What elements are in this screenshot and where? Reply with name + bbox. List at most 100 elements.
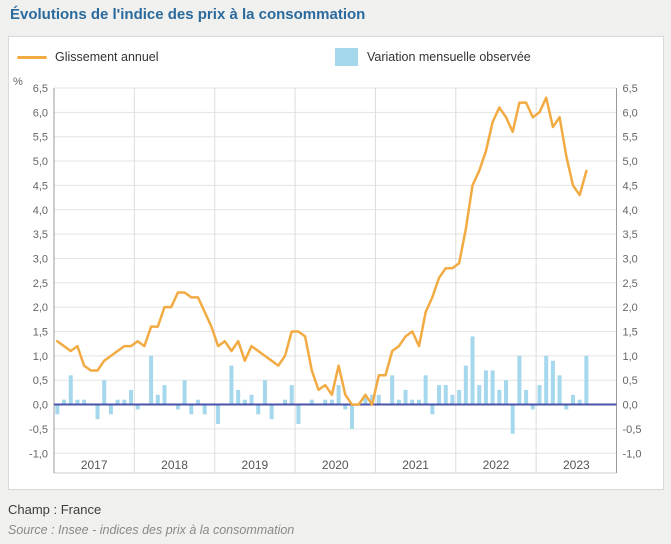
x-axis-year-label: 2019 (242, 458, 269, 472)
monthly-variation-bar (323, 399, 328, 405)
monthly-variation-bar (517, 355, 522, 405)
monthly-variation-bar (443, 385, 448, 405)
monthly-variation-bar (416, 399, 421, 405)
monthly-variation-bar (175, 404, 180, 410)
monthly-variation-bar (195, 399, 200, 405)
monthly-variation-bar (450, 394, 455, 405)
x-axis-year-label: 2021 (402, 458, 429, 472)
annual-inflation-line (56, 96, 588, 406)
monthly-variation-bar (564, 404, 569, 410)
y-axis-label-right: -1,0 (623, 448, 642, 460)
y-axis-label-left: 6,5 (33, 83, 48, 95)
monthly-variation-bar (155, 394, 160, 405)
unit-label: % (13, 76, 23, 88)
monthly-variation-bar (115, 399, 120, 405)
monthly-variation-bar (122, 399, 127, 405)
monthly-variation-bar (577, 399, 582, 405)
legend-item-variation-mensuelle[interactable]: Variation mensuelle observée (335, 46, 531, 68)
monthly-variation-bar (289, 385, 294, 405)
monthly-variation-bar (470, 336, 475, 405)
y-axis-label-right: 2,5 (623, 278, 638, 290)
monthly-variation-bar (189, 404, 194, 415)
y-axis-label-right: 1,0 (623, 351, 638, 363)
monthly-variation-bar (570, 394, 575, 405)
y-axis-label-left: 3,5 (33, 229, 48, 241)
monthly-variation-bar (249, 394, 254, 405)
y-axis-label-right: 6,5 (623, 83, 638, 95)
y-axis-label-left: 2,5 (33, 278, 48, 290)
monthly-variation-bar (182, 380, 187, 405)
monthly-variation-bar (343, 404, 348, 410)
x-axis-year-label: 2022 (483, 458, 510, 472)
monthly-variation-bar (396, 399, 401, 405)
y-axis-label-left: -1,0 (29, 448, 48, 460)
monthly-variation-bar (584, 355, 589, 405)
monthly-variation-bar (262, 380, 267, 405)
chart-panel: Glissement annuel Variation mensuelle ob… (8, 36, 664, 490)
monthly-variation-bar (149, 355, 154, 405)
monthly-variation-bar (477, 385, 482, 405)
y-axis-label-left: 0,0 (33, 400, 48, 412)
monthly-variation-bar (463, 365, 468, 405)
monthly-variation-bar (129, 389, 134, 405)
x-axis-year-label: 2018 (161, 458, 188, 472)
monthly-variation-bar (376, 394, 381, 405)
monthly-variation-bar (490, 370, 495, 405)
legend-label-glissement-annuel: Glissement annuel (55, 50, 159, 64)
cpi-combo-chart: 6,5 6,5 6,0 6,0 5,5 5,5 5,0 5,0 4,5 4,5 4,0 4,0 3,5 3… (13, 76, 642, 474)
y-axis-label-right: 3,5 (623, 229, 638, 241)
y-axis-label-left: 5,0 (33, 156, 48, 168)
y-axis-label-right: 0,0 (623, 400, 638, 412)
y-axis-label-left: 5,5 (33, 132, 48, 144)
monthly-variation-bar (229, 365, 234, 405)
monthly-variation-bar (483, 370, 488, 405)
monthly-variation-bar (390, 375, 395, 405)
monthly-variation-bar (75, 399, 80, 405)
y-axis-label-left: 6,0 (33, 107, 48, 119)
monthly-variation-bar (202, 404, 207, 415)
monthly-variation-bar (410, 399, 415, 405)
y-axis-label-right: 3,0 (623, 253, 638, 265)
monthly-variation-bar (329, 399, 334, 405)
monthly-variation-bar (269, 404, 274, 420)
monthly-variation-bar (309, 399, 314, 405)
monthly-variation-bar (135, 404, 140, 410)
y-axis-label-right: -0,5 (623, 424, 642, 436)
y-axis-label-left: 2,0 (33, 302, 48, 314)
monthly-variation-bar (82, 399, 87, 405)
monthly-variation-bar (236, 389, 241, 405)
monthly-variation-bar (256, 404, 261, 415)
monthly-variation-bar (504, 380, 509, 405)
y-axis-label-left: 1,5 (33, 327, 48, 339)
monthly-variation-bar (430, 404, 435, 415)
champ-note: Champ : France (8, 502, 102, 517)
y-axis-label-left: 1,0 (33, 351, 48, 363)
monthly-variation-bar (510, 404, 515, 434)
line-series-swatch-icon (17, 55, 47, 59)
monthly-variation-bar (437, 385, 442, 405)
monthly-variation-bar (95, 404, 100, 420)
monthly-variation-bar (524, 389, 529, 405)
monthly-variation-bar (457, 389, 462, 405)
monthly-variation-bar (423, 375, 428, 405)
monthly-variation-bar (62, 399, 67, 405)
y-axis-label-right: 4,5 (623, 180, 638, 192)
monthly-variation-bar (68, 375, 73, 405)
y-axis-label-right: 5,5 (623, 132, 638, 144)
monthly-variation-bar (55, 404, 60, 415)
y-axis-label-right: 0,5 (623, 375, 638, 387)
legend-item-glissement-annuel[interactable]: Glissement annuel (17, 46, 159, 68)
y-axis-label-right: 2,0 (623, 302, 638, 314)
y-axis-label-left: 4,0 (33, 205, 48, 217)
monthly-variation-bar (349, 404, 354, 429)
source-note: Source : Insee - indices des prix à la c… (8, 523, 295, 537)
monthly-variation-bar (530, 404, 535, 410)
y-axis-label-left: -0,5 (29, 424, 48, 436)
monthly-variation-bar (544, 355, 549, 405)
monthly-variation-bar (296, 404, 301, 425)
monthly-variation-bar (557, 375, 562, 405)
monthly-variation-bar (497, 389, 502, 405)
y-axis-label-left: 4,5 (33, 180, 48, 192)
y-axis-label-right: 4,0 (623, 205, 638, 217)
monthly-variation-bar (242, 399, 247, 405)
